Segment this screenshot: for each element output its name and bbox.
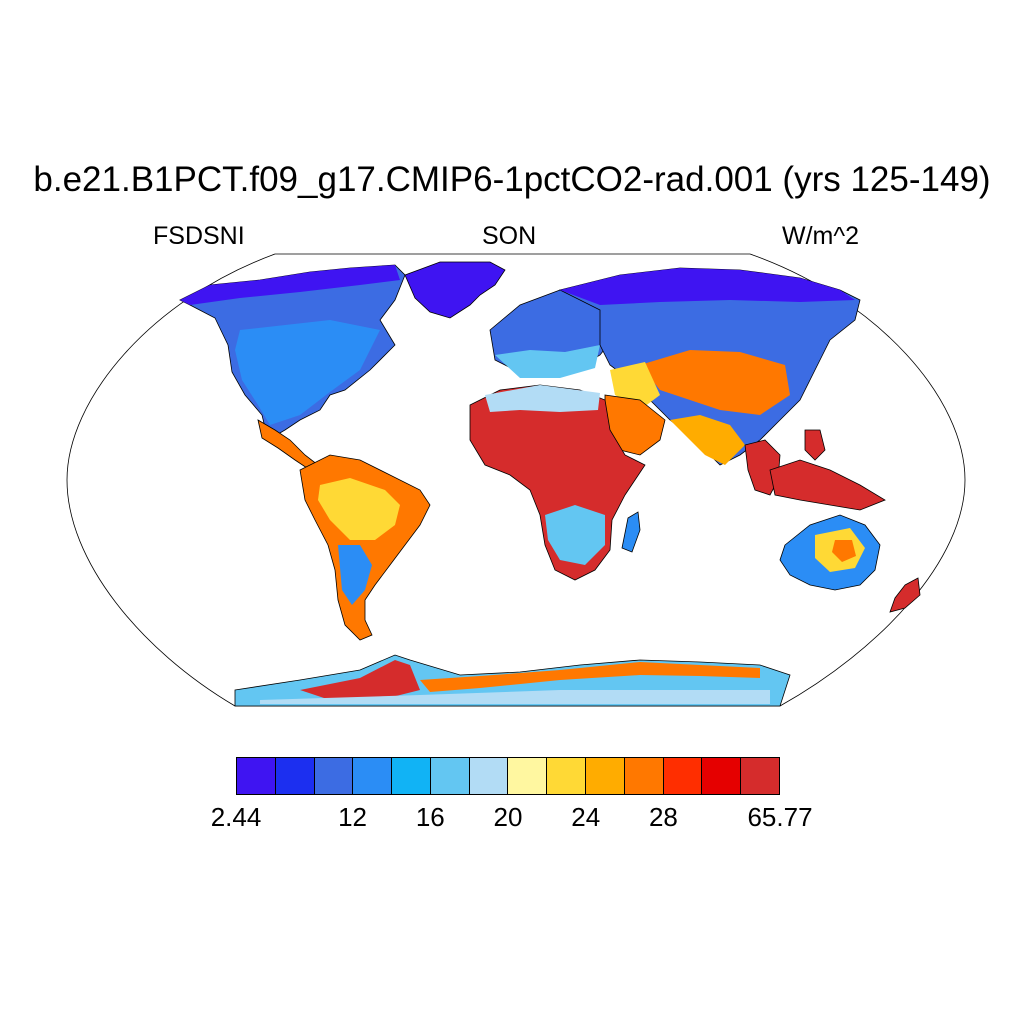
colorbar-cell — [586, 758, 625, 794]
colorbar-cell — [702, 758, 742, 794]
north-america-arctic — [180, 265, 400, 305]
colorbar-label: 65.77 — [747, 802, 813, 832]
colorbar-label: 28 — [648, 802, 678, 832]
colorbar-cell — [469, 758, 509, 794]
colorbar-cell — [275, 758, 315, 794]
new-zealand-land — [889, 577, 921, 613]
australia-center — [832, 540, 856, 562]
colorbar — [236, 757, 780, 795]
antarctica-coast-hot — [300, 660, 420, 700]
colorbar-cell — [547, 758, 587, 794]
europe-south — [495, 345, 600, 378]
plot-title: b.e21.B1PCT.f09_g17.CMIP6-1pctCO2-rad.00… — [33, 160, 991, 199]
south-america-south — [338, 545, 372, 605]
colorbar-cell — [663, 758, 703, 794]
season-label: SON — [482, 222, 537, 250]
colorbar-cell — [353, 758, 393, 794]
south-america-interior — [318, 478, 400, 540]
asia-central-hot — [640, 350, 790, 415]
colorbar-label: 2.44 — [210, 802, 262, 832]
greenland-land — [404, 261, 506, 319]
indonesia-land — [769, 459, 886, 511]
antarctica-coast-warm — [420, 662, 760, 692]
north-america-south — [235, 320, 380, 425]
variable-label: FSDSNI — [153, 222, 245, 250]
antarctica-interior — [260, 690, 770, 704]
colorbar-label: 20 — [493, 802, 523, 832]
colorbar-label: 24 — [571, 802, 601, 832]
asia-arctic — [560, 268, 855, 305]
colorbar-label: 16 — [415, 802, 445, 832]
madagascar-land — [621, 511, 641, 553]
africa-north-coast — [485, 385, 600, 412]
colorbar-cell — [741, 758, 779, 794]
asia-south — [670, 415, 745, 465]
colorbar-cell — [392, 758, 431, 794]
colorbar-cell — [314, 758, 354, 794]
philippines-land — [804, 429, 826, 461]
colorbar-cell — [237, 758, 276, 794]
colorbar-cell — [624, 758, 664, 794]
colorbar-label: 12 — [338, 802, 368, 832]
africa-south — [545, 505, 605, 565]
units-label: W/m^2 — [782, 222, 860, 250]
colorbar-cell — [430, 758, 470, 794]
colorbar-cell — [508, 758, 548, 794]
